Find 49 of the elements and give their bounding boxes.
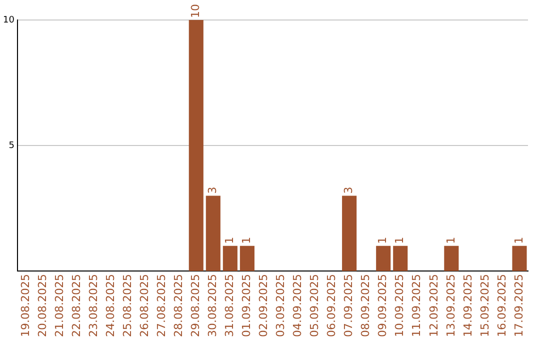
x-tick-label: 16.09.2025 <box>495 274 508 338</box>
bar <box>376 246 391 272</box>
x-tick-label: 02.09.2025 <box>257 274 270 338</box>
x-tick-label: 31.08.2025 <box>223 274 236 338</box>
data-label: 3 <box>342 186 356 194</box>
data-label: 1 <box>223 236 236 244</box>
x-tick-label: 09.09.2025 <box>376 274 390 338</box>
data-label: 3 <box>206 186 220 194</box>
x-tick-label: 27.08.2025 <box>154 274 168 338</box>
x-tick-label: 04.09.2025 <box>291 274 304 338</box>
x-tick-label: 17.09.2025 <box>512 274 526 338</box>
x-tick-label: 03.09.2025 <box>274 274 288 338</box>
x-tick-label: 06.09.2025 <box>325 274 338 338</box>
x-tick-label: 28.08.2025 <box>172 274 185 338</box>
x-tick-label: 29.08.2025 <box>189 274 202 338</box>
x-tick-label: 21.08.2025 <box>52 274 66 338</box>
bar <box>240 246 254 272</box>
x-tick-label: 05.09.2025 <box>308 274 322 338</box>
data-label: 1 <box>240 236 254 244</box>
data-label: 1 <box>393 236 406 244</box>
x-tick-label: 01.09.2025 <box>240 274 254 338</box>
bar <box>393 246 408 272</box>
x-tick-label: 22.08.2025 <box>70 274 83 338</box>
bar <box>444 246 459 272</box>
x-tick-label: 07.09.2025 <box>342 274 356 338</box>
x-tick-label: 20.08.2025 <box>36 274 49 338</box>
x-tick-label: 11.09.2025 <box>410 274 424 338</box>
x-tick-label: 12.09.2025 <box>427 274 440 338</box>
x-tick-label: 30.08.2025 <box>206 274 220 338</box>
x-tick-label: 26.08.2025 <box>138 274 151 338</box>
data-label: 10 <box>189 4 202 18</box>
x-tick-label: 14.09.2025 <box>461 274 474 338</box>
x-tick-label: 13.09.2025 <box>444 274 458 338</box>
x-tick-label: 19.08.2025 <box>18 274 32 338</box>
data-label: 1 <box>444 236 458 244</box>
data-label: 1 <box>512 236 526 244</box>
y-tick-label: 5 <box>8 140 14 151</box>
x-tick-label: 24.08.2025 <box>104 274 117 338</box>
x-tick-label: 25.08.2025 <box>120 274 134 338</box>
bar <box>222 246 238 272</box>
bar <box>512 246 527 272</box>
bar <box>188 20 204 272</box>
x-tick-label: 23.08.2025 <box>86 274 100 338</box>
bar <box>206 196 220 272</box>
bar <box>342 196 357 272</box>
x-tick-label: 10.09.2025 <box>393 274 406 338</box>
x-tick-label: 08.09.2025 <box>359 274 372 338</box>
data-label: 1 <box>376 236 390 244</box>
x-tick-label: 15.09.2025 <box>478 274 492 338</box>
